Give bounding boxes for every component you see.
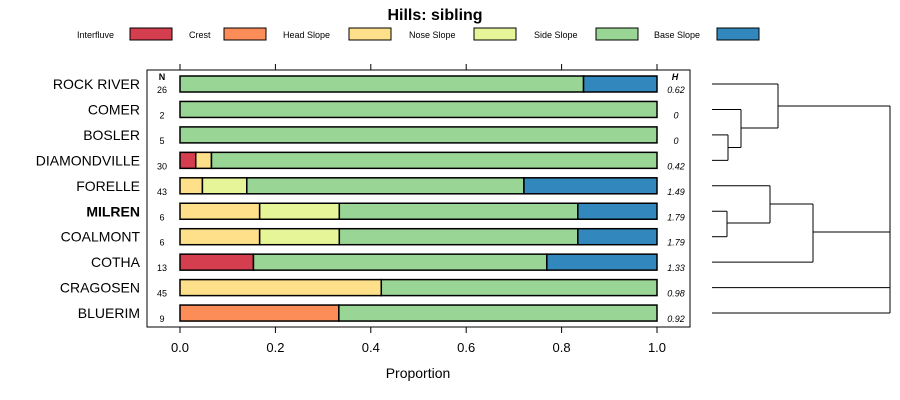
legend-swatch (595, 27, 639, 41)
n-value: 43 (157, 187, 167, 197)
n-value: 30 (157, 161, 167, 171)
legend-swatch (223, 27, 267, 41)
category-label: ROCK RIVER (53, 76, 140, 92)
n-value: 13 (157, 263, 167, 273)
legend-swatch (348, 27, 392, 41)
bar-segment (179, 304, 340, 322)
category-label: DIAMONDVILLE (36, 152, 140, 168)
bar-segment (546, 253, 658, 271)
x-tick-label: 1.0 (648, 340, 666, 355)
bar-segment (179, 100, 658, 119)
h-value: 1.49 (667, 187, 685, 197)
legend-swatch (716, 27, 760, 41)
h-value: 0.92 (667, 314, 685, 324)
dendrogram (712, 83, 891, 314)
category-label: COALMONT (61, 229, 141, 245)
x-tick-label: 0.4 (362, 340, 380, 355)
bar-segment (179, 253, 255, 271)
category-label: CRAGOSEN (60, 280, 140, 296)
bar-segment (577, 227, 658, 246)
h-value: 1.79 (667, 212, 685, 222)
n-value: 45 (157, 289, 167, 299)
x-tick-label: 0.6 (457, 340, 475, 355)
x-tick-label: 0.8 (553, 340, 571, 355)
x-tick-label: 0.0 (171, 340, 189, 355)
chart-title: Hills: sibling (387, 7, 482, 24)
x-axis: 0.0 0.2 0.4 0.6 0.8 1.0 (171, 64, 666, 355)
n-value: 6 (159, 212, 164, 222)
bar-segment (258, 227, 341, 246)
category-label: MILREN (86, 203, 140, 219)
bar-segment (380, 278, 658, 297)
category-label: BLUERIM (78, 305, 140, 321)
n-value: 6 (159, 238, 164, 248)
bar-segment (338, 304, 658, 322)
plot-frame (146, 69, 691, 328)
bar-segment (179, 278, 383, 297)
h-value: 0.42 (667, 161, 685, 171)
bar-segment (210, 151, 658, 170)
bar-segment (179, 202, 261, 220)
bar-segment (577, 202, 658, 220)
bar-segment (194, 151, 213, 170)
legend: Interfluve Crest Head Slope Nose Slope Side … (77, 27, 760, 41)
bar-segment (338, 202, 579, 220)
n-header: N (159, 72, 166, 82)
bar-segment (258, 202, 341, 220)
legend-swatch (129, 27, 173, 41)
category-label: FORELLE (76, 178, 140, 194)
h-header: H (672, 72, 679, 82)
bar-segment (201, 177, 248, 195)
n-value: 2 (159, 110, 164, 120)
legend-label: Side Slope (534, 30, 578, 40)
legend-label: Crest (189, 30, 211, 40)
h-value: 0 (673, 136, 678, 146)
bar-segment (246, 177, 525, 195)
bar-segment (179, 126, 658, 144)
legend-label: Base Slope (654, 30, 700, 40)
bar-segment (179, 227, 261, 246)
legend-swatch (473, 27, 517, 41)
h-value: 1.33 (667, 263, 685, 273)
h-value: 0.62 (667, 85, 685, 95)
x-axis-label: Proportion (386, 365, 451, 381)
category-label: COMER (88, 101, 140, 117)
bar-segment (338, 227, 579, 246)
bar-segment (252, 253, 548, 271)
h-value: 0 (673, 110, 678, 120)
h-value: 0.98 (667, 289, 685, 299)
bar-rows: ROCK RIVER 26 0.62 COMER 2 0 BOSLER 5 0 DIAMONDVI… (36, 75, 685, 324)
category-label: BOSLER (83, 127, 140, 143)
legend-label: Nose Slope (409, 30, 456, 40)
category-label: COTHA (91, 254, 141, 270)
legend-label: Interfluve (77, 30, 114, 40)
h-value: 1.79 (667, 238, 685, 248)
n-value: 9 (159, 314, 164, 324)
x-tick-label: 0.2 (266, 340, 284, 355)
n-value: 5 (159, 136, 164, 146)
legend-label: Head Slope (283, 30, 330, 40)
bar-segment (523, 177, 658, 195)
bar-segment (179, 75, 585, 93)
n-value: 26 (157, 85, 167, 95)
bar-segment (179, 151, 197, 170)
bar-segment (582, 75, 658, 93)
bar-segment (179, 177, 204, 195)
